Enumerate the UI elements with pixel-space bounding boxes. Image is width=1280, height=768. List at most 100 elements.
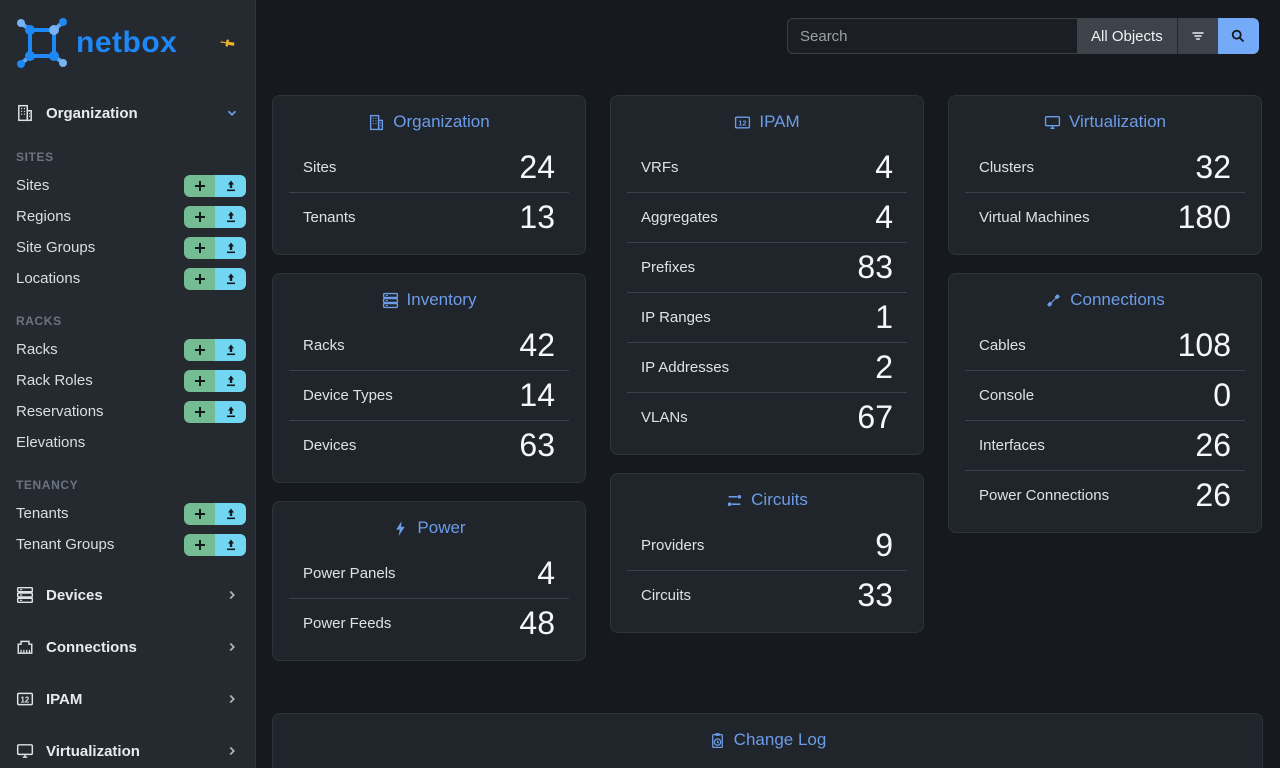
import-button[interactable] — [215, 533, 246, 556]
sidebar-group-label: Virtualization — [46, 742, 140, 760]
plus-icon — [194, 508, 205, 519]
inventory-card-title[interactable]: Inventory — [273, 290, 585, 310]
swap-icon — [727, 494, 742, 506]
sidebar-link-elevations[interactable]: Elevations — [16, 434, 86, 451]
stat-label: VLANs — [641, 409, 688, 426]
stat-row-sites[interactable]: Sites 24 — [289, 142, 569, 192]
import-button[interactable] — [215, 174, 246, 197]
sidebar-link-site-groups[interactable]: Site Groups — [16, 239, 96, 256]
stat-row-interfaces[interactable]: Interfaces 26 — [965, 420, 1245, 470]
virtualization-card-title[interactable]: Virtualization — [949, 112, 1261, 132]
ipam-card-title[interactable]: 12 IPAM — [611, 112, 923, 132]
add-button[interactable] — [184, 533, 215, 556]
add-button[interactable] — [184, 338, 215, 361]
import-button[interactable] — [215, 205, 246, 228]
import-button[interactable] — [215, 400, 246, 423]
stat-row-aggregates[interactable]: Aggregates 4 — [627, 192, 907, 242]
sidebar-link-rack-roles[interactable]: Rack Roles — [16, 372, 93, 389]
stat-label: Cables — [979, 336, 1026, 354]
sidebar-link-racks[interactable]: Racks — [16, 341, 58, 358]
sidebar-item-elevations: Elevations — [0, 427, 255, 458]
stat-value: 67 — [857, 399, 893, 435]
import-button[interactable] — [215, 369, 246, 392]
search-group: All Objects — [787, 18, 1259, 54]
changelog-card-title[interactable]: Change Log — [273, 730, 1262, 750]
stat-row-cables[interactable]: Cables 108 — [965, 320, 1245, 370]
sidebar-link-tenant-groups[interactable]: Tenant Groups — [16, 536, 115, 553]
sidebar-group-label: Devices — [46, 586, 103, 604]
sidebar-link-locations[interactable]: Locations — [16, 270, 81, 287]
sidebar-group-label: IPAM — [46, 690, 83, 708]
sidebar-group-ipam[interactable]: 12 IPAM — [0, 682, 255, 716]
stat-row-prefixes[interactable]: Prefixes 83 — [627, 242, 907, 292]
add-button[interactable] — [184, 236, 215, 259]
stat-row-console[interactable]: Console 0 — [965, 370, 1245, 420]
stat-label: Interfaces — [979, 437, 1045, 454]
sidebar-item-regions: Regions — [0, 201, 255, 232]
card-rows: Providers 9 Circuits 33 — [627, 520, 907, 620]
add-button[interactable] — [184, 267, 215, 290]
stat-row-ip-ranges[interactable]: IP Ranges 1 — [627, 292, 907, 342]
sidebar-group-organization[interactable]: Organization — [0, 96, 255, 130]
search-input[interactable] — [787, 18, 1077, 54]
stat-row-power-connections[interactable]: Power Connections 26 — [965, 470, 1245, 520]
virtualization-card: Virtualization Clusters 32 Virtual Machi… — [948, 95, 1262, 255]
stat-row-providers[interactable]: Providers 9 — [627, 520, 907, 570]
quick-actions — [184, 174, 246, 197]
stat-label: Device Types — [303, 387, 393, 404]
add-button[interactable] — [184, 174, 215, 197]
connections-card-title[interactable]: Connections — [949, 290, 1261, 310]
circuits-card-title[interactable]: Circuits — [611, 490, 923, 510]
quick-actions — [184, 502, 246, 525]
stat-value: 26 — [1195, 477, 1231, 513]
stat-row-power-feeds[interactable]: Power Feeds 48 — [289, 598, 569, 648]
search-scope-dropdown[interactable]: All Objects — [1077, 18, 1177, 54]
stat-label: Power Feeds — [303, 615, 392, 632]
stat-row-ip-addresses[interactable]: IP Addresses 2 — [627, 342, 907, 392]
filter-button[interactable] — [1176, 18, 1218, 54]
quick-actions — [184, 338, 246, 361]
import-button[interactable] — [215, 267, 246, 290]
stat-row-clusters[interactable]: Clusters 32 — [965, 142, 1245, 192]
pin-sidebar-button[interactable] — [215, 31, 239, 55]
magnifier-icon — [1232, 29, 1245, 43]
stat-label: Racks — [303, 336, 345, 354]
quick-actions — [184, 267, 246, 290]
add-button[interactable] — [184, 205, 215, 228]
sidebar-link-tenants[interactable]: Tenants — [16, 505, 69, 522]
add-button[interactable] — [184, 502, 215, 525]
sidebar-group-devices[interactable]: Devices — [0, 578, 255, 612]
stat-row-racks[interactable]: Racks 42 — [289, 320, 569, 370]
sidebar-link-reservations[interactable]: Reservations — [16, 403, 104, 420]
stat-row-devices[interactable]: Devices 63 — [289, 420, 569, 470]
stat-row-virtual-machines[interactable]: Virtual Machines 180 — [965, 192, 1245, 242]
import-button[interactable] — [215, 236, 246, 259]
stat-row-circuits[interactable]: Circuits 33 — [627, 570, 907, 620]
stat-label: Aggregates — [641, 209, 718, 226]
stat-row-vrfs[interactable]: VRFs 4 — [627, 142, 907, 192]
sidebar-group-virtualization[interactable]: Virtualization — [0, 734, 255, 768]
clipboard-clock-icon — [711, 732, 723, 748]
stat-row-device-types[interactable]: Device Types 14 — [289, 370, 569, 420]
power-card-title[interactable]: Power — [273, 518, 585, 538]
card-title-label: Inventory — [406, 290, 477, 309]
import-button[interactable] — [215, 502, 246, 525]
add-button[interactable] — [184, 400, 215, 423]
stat-value: 33 — [857, 577, 893, 613]
stat-value: 83 — [857, 249, 893, 285]
card-rows: Sites 24 Tenants 13 — [289, 142, 569, 242]
import-button[interactable] — [215, 338, 246, 361]
stat-row-power-panels[interactable]: Power Panels 4 — [289, 548, 569, 598]
add-button[interactable] — [184, 369, 215, 392]
quick-actions — [184, 400, 246, 423]
sidebar-link-regions[interactable]: Regions — [16, 208, 72, 225]
stat-row-vlans[interactable]: VLANs 67 — [627, 392, 907, 442]
logo-text[interactable]: netbox — [76, 26, 178, 59]
sidebar-group-connections[interactable]: Connections — [0, 630, 255, 664]
search-button[interactable] — [1217, 18, 1259, 54]
organization-card-title[interactable]: Organization — [273, 112, 585, 132]
sidebar-group-label: Connections — [46, 638, 137, 656]
stat-row-tenants[interactable]: Tenants 13 — [289, 192, 569, 242]
netbox-logo-icon[interactable] — [16, 18, 68, 68]
sidebar-link-sites[interactable]: Sites — [16, 177, 50, 194]
